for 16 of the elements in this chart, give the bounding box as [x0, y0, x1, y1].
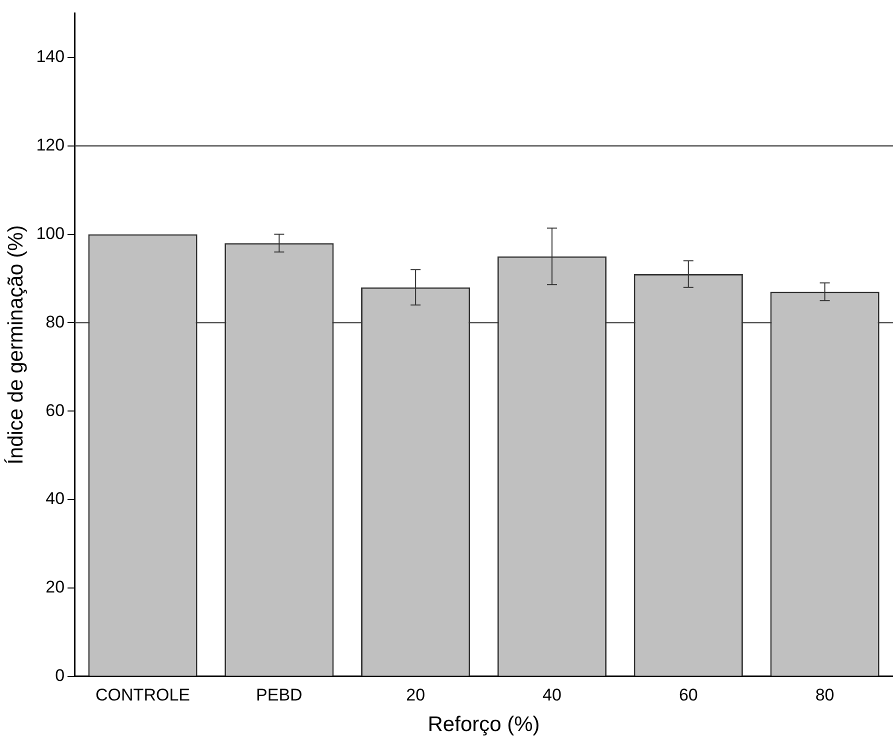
y-tick-label: 60 [46, 400, 65, 420]
y-tick-label: 20 [46, 578, 65, 597]
x-tick-label: 40 [542, 685, 562, 704]
y-tick-label: 40 [46, 489, 65, 508]
y-tick-label: 120 [36, 136, 65, 155]
y-axis-title: Índice de germinação (%) [3, 225, 28, 464]
x-tick-label: CONTROLE [96, 685, 190, 704]
y-tick-label: 80 [46, 312, 65, 332]
y-tick-label: 0 [55, 666, 65, 686]
x-tick-label: 80 [815, 685, 834, 704]
y-tick-label: 140 [36, 47, 65, 66]
x-tick-label: 20 [406, 685, 426, 704]
x-tick-label: PEBD [256, 685, 302, 704]
x-tick-label: 60 [678, 685, 698, 704]
y-tick-label: 100 [36, 224, 65, 243]
x-axis-title: Reforço (%) [428, 713, 540, 736]
